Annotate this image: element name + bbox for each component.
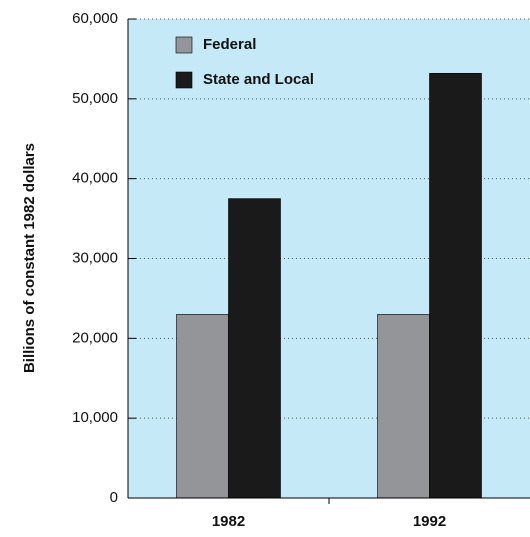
y-tick-label: 50,000 [72, 90, 118, 107]
bar [377, 314, 430, 499]
legend-swatch [175, 71, 193, 89]
bar [228, 198, 281, 499]
y-tick-label: 60,000 [72, 10, 118, 27]
x-tick-label: 1982 [212, 513, 245, 530]
y-tick-label: 40,000 [72, 170, 118, 187]
y-tick-label: 10,000 [72, 409, 118, 426]
legend-label: State and Local [203, 71, 314, 88]
y-tick-label: 20,000 [72, 329, 118, 346]
y-tick-label: 0 [110, 489, 118, 506]
x-tick-label: 1992 [413, 513, 446, 530]
y-tick-label: 30,000 [72, 249, 118, 266]
bar [176, 314, 229, 499]
y-axis-label: Billions of constant 1982 dollars [21, 143, 38, 373]
legend-label: Federal [203, 36, 256, 53]
bar [429, 72, 482, 499]
legend-swatch [175, 36, 193, 54]
